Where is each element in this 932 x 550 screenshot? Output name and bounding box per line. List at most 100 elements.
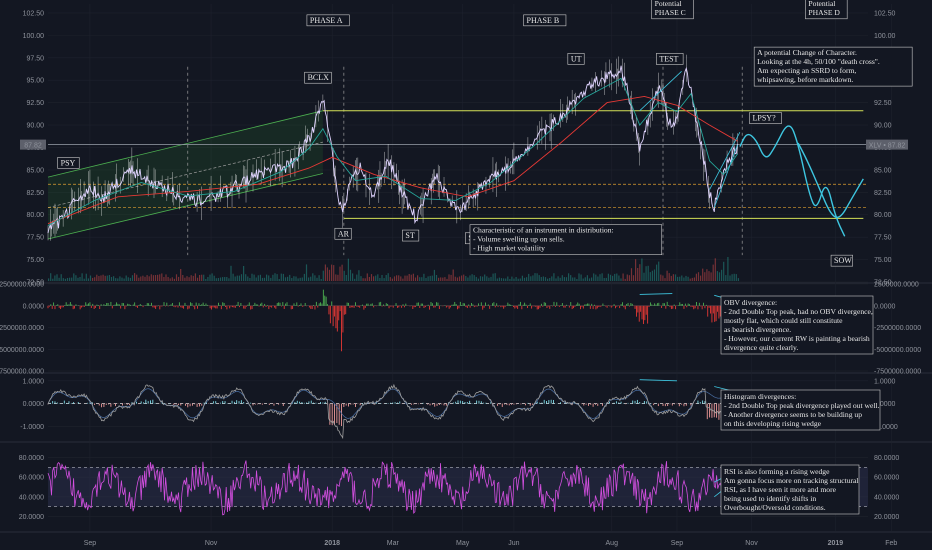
volume-bar (249, 278, 251, 281)
annotation-box-8 (830, 254, 853, 267)
volume-bar (580, 274, 582, 281)
volume-bar (463, 274, 465, 281)
volume-bar (538, 275, 540, 281)
volume-bar (148, 276, 150, 281)
volume-bar (293, 276, 295, 281)
volume-bar (154, 275, 157, 281)
volume-bar (305, 264, 308, 281)
volume-bar (672, 274, 674, 281)
volume-bar (653, 269, 656, 281)
volume-bar (620, 278, 622, 281)
volume-bar (687, 276, 689, 281)
volume-bar (419, 277, 421, 281)
x-tick-10: Feb (885, 540, 897, 547)
volume-bar (511, 276, 513, 281)
volume-bar (490, 276, 492, 281)
volume-bar (240, 274, 243, 281)
annotation-box-1 (304, 71, 332, 84)
price-tick-right-5: 90.00 (874, 123, 892, 130)
price-tick-left-4: 92.50 (26, 100, 44, 107)
volume-bar (607, 273, 609, 281)
volume-bar (637, 268, 639, 281)
volume-bar (448, 274, 450, 281)
volume-bar (113, 276, 115, 281)
volume-bar (626, 274, 628, 281)
volume-bar (236, 275, 238, 281)
obv-tick-left-1: 0.0000 (23, 303, 45, 310)
volume-bar (549, 278, 551, 281)
volume-bar (488, 277, 490, 281)
hist-tick-left-2: -1.0000 (20, 424, 44, 431)
volume-bar (473, 275, 475, 281)
volume-bar (649, 272, 651, 281)
volume-bar (188, 277, 190, 281)
volume-bar (366, 273, 368, 281)
obv-div-a (639, 293, 673, 295)
volume-bar (414, 277, 417, 281)
price-tick-right-1: 100.00 (874, 33, 896, 40)
volume-bar (339, 266, 341, 281)
volume-bar (565, 277, 568, 281)
volume-bar (165, 274, 167, 281)
volume-bar (173, 278, 175, 281)
volume-bar (207, 277, 209, 281)
note-1-line-0: Potential (808, 0, 835, 8)
volume-bar (435, 275, 438, 281)
ma-fast-line (47, 77, 738, 226)
volume-bar (683, 277, 685, 281)
volume-bar (601, 273, 603, 281)
volume-bar (507, 276, 509, 281)
hist-note-line-3: on this developing rising wedge (724, 419, 822, 428)
volume-bar (387, 273, 389, 281)
volume-bar (217, 278, 219, 281)
note-4-line-0: Characteristic of an instrument in distr… (473, 226, 614, 235)
obv-tick-left-4: -7500000.0000 (0, 369, 44, 376)
volume-bar (299, 277, 301, 281)
volume-bar (201, 274, 203, 281)
x-tick-5: Jun (508, 540, 519, 547)
volume-bar (81, 273, 83, 281)
volume-bar (64, 278, 66, 281)
volume-bar (62, 278, 64, 281)
volume-bar (599, 274, 601, 281)
price-tick-left-11: 75.00 (26, 257, 44, 264)
volume-bar (243, 266, 245, 281)
price-tick-left-10: 77.50 (26, 235, 44, 242)
rsi-tick-right-0: 80.0000 (874, 455, 899, 462)
volume-bar (651, 270, 653, 281)
volume-bar (48, 278, 50, 281)
volume-bar (408, 274, 410, 281)
volume-bar (253, 274, 255, 281)
rsi-line (47, 460, 740, 516)
volume-bar (102, 274, 104, 281)
volume-bar (184, 277, 186, 281)
annotation-box-0 (57, 157, 80, 169)
volume-bar (295, 276, 297, 281)
volume-bar (670, 275, 672, 281)
price-tick-left-7: 85.00 (26, 167, 44, 174)
volume-bar (624, 278, 626, 281)
projection-path-alt (797, 142, 864, 219)
volume-bar (301, 277, 303, 281)
last-price-left: 87.82 (24, 142, 42, 149)
price-tick-right-0: 102.50 (874, 10, 896, 17)
volume-bar (117, 278, 119, 281)
volume-bar (444, 277, 446, 281)
x-tick-2: 2018 (324, 540, 340, 547)
volume-bar (134, 273, 136, 281)
volume-bar (146, 275, 148, 281)
volume-bar (289, 274, 291, 281)
volume-bar (467, 277, 469, 281)
annotation-box-3 (402, 229, 420, 242)
volume-bar (630, 268, 633, 281)
volume-bar (452, 269, 454, 281)
volume-bar (513, 278, 515, 281)
axes: 102.50102.50100.00100.0097.5097.5095.009… (0, 10, 921, 547)
volume-bar (115, 278, 117, 281)
price-panel[interactable] (47, 54, 868, 281)
volume-bar (119, 276, 121, 281)
volume-bar (498, 277, 500, 281)
volume-bar (521, 275, 523, 281)
note-0-line-1: PHASE C (655, 8, 686, 17)
